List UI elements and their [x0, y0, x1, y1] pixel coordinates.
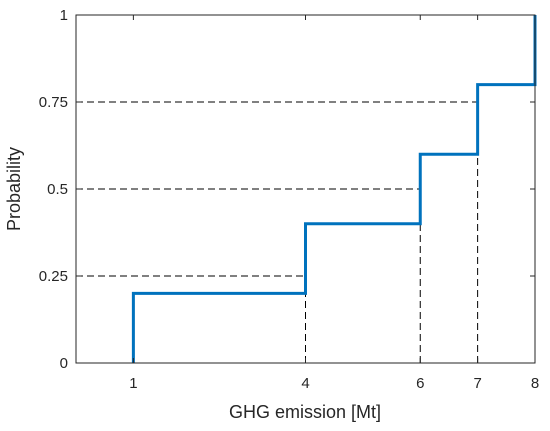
x-axis-label: GHG emission [Mt]	[229, 402, 381, 422]
step-series-line-0	[131, 15, 537, 363]
y-tick-label: 0	[60, 355, 68, 372]
tick-labels: 1 4 6 7 8 0 0.25 0.5 0.75 1	[39, 7, 539, 392]
y-axis-label: Probability	[4, 147, 24, 231]
x-tick-label: 6	[416, 375, 424, 392]
x-tick-label: 4	[301, 375, 309, 392]
y-tick-label: 1	[60, 7, 68, 24]
y-tick-label: 0.25	[39, 268, 68, 285]
x-tick-label: 7	[473, 375, 481, 392]
reference-lines	[76, 101, 479, 363]
y-tick-label: 0.75	[39, 94, 68, 111]
y-tick-label: 0.5	[47, 181, 68, 198]
ticks-layer	[76, 14, 536, 364]
series-layer	[131, 15, 537, 363]
x-tick-label: 1	[129, 375, 137, 392]
x-tick-label: 8	[531, 375, 539, 392]
